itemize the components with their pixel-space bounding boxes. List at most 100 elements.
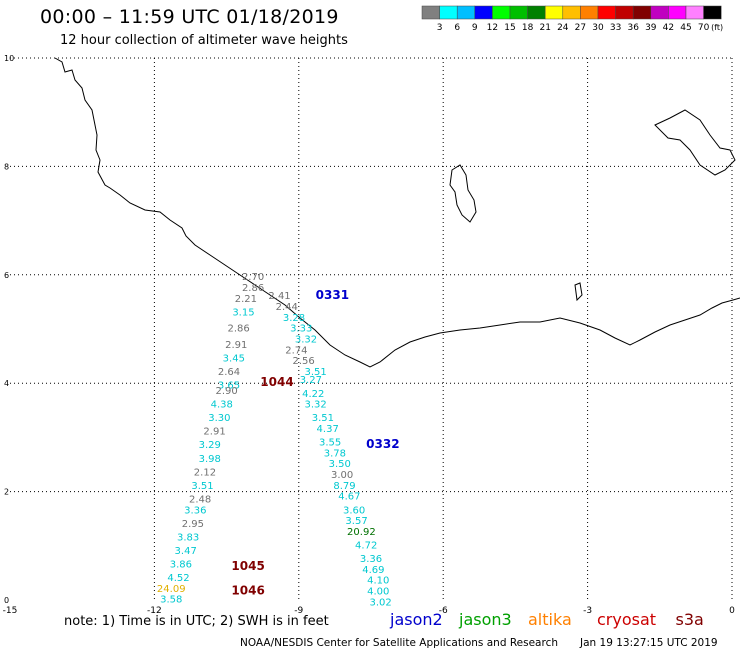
y-tick-label: 0 [4, 596, 9, 605]
swh-value: 4.52 [167, 573, 189, 584]
color-scale-label: 21 [539, 23, 550, 33]
swh-value: 3.98 [199, 454, 221, 465]
swh-value: 3.02 [369, 597, 391, 608]
color-scale-swatch [685, 5, 704, 20]
y-tick-label: 8 [4, 162, 9, 171]
color-scale-swatch [597, 5, 616, 20]
color-scale-swatch [492, 5, 511, 20]
swh-value: 3.58 [160, 595, 182, 606]
coastline-main [54, 57, 740, 368]
color-scale-label: 30 [592, 23, 604, 33]
swh-value: 4.00 [367, 587, 389, 598]
swh-value: 3.51 [305, 367, 327, 378]
swh-value: 3.78 [324, 448, 346, 459]
color-scale-label: 33 [610, 23, 621, 33]
swh-value: 4.72 [355, 541, 377, 552]
swh-value: 3.36 [360, 554, 382, 565]
grid-lines [10, 57, 733, 600]
y-tick-label: 2 [4, 488, 9, 497]
swh-value: 2.21 [235, 294, 257, 305]
color-scale-label: 27 [575, 23, 586, 33]
swh-value: 3.30 [208, 413, 230, 424]
swh-value: 3.57 [345, 516, 367, 527]
color-scale-swatch [703, 5, 722, 20]
swh-value: 2.90 [215, 386, 237, 397]
swh-value: 2.41 [268, 291, 290, 302]
swh-value: 2.48 [189, 494, 211, 505]
x-tick-label: 0 [729, 606, 735, 616]
swh-value: 3.32 [295, 335, 317, 346]
swh-value: 2.86 [242, 283, 264, 294]
y-tick-label: 6 [4, 271, 9, 280]
x-tick-label: -12 [147, 606, 162, 616]
color-scale-label: 18 [522, 23, 534, 33]
swh-value: 2.12 [194, 467, 216, 478]
color-scale-label: 45 [680, 23, 691, 33]
swh-value: 3.00 [331, 470, 353, 481]
satellite-jason2: jason2 [389, 610, 443, 629]
track-time-label: 1044 [260, 375, 293, 389]
swh-value: 2.91 [203, 427, 225, 438]
color-scale-swatch [474, 5, 493, 20]
color-scale-swatch [439, 5, 458, 20]
axis-ticks: -15 -12 -9 -6 -3 0 0 2 4 6 8 10 [3, 54, 735, 616]
swh-value: 3.55 [319, 438, 341, 449]
swh-value: 2.70 [242, 272, 264, 283]
color-scale-swatch [527, 5, 546, 20]
color-scale-label: 70 [698, 23, 710, 33]
swh-value: 3.60 [343, 505, 365, 516]
swh-value: 2.56 [292, 356, 314, 367]
color-scale-label: 12 [487, 23, 498, 33]
swh-value: 3.29 [199, 440, 221, 451]
swh-value: 3.51 [191, 481, 213, 492]
footer: note: 1) Time is in UTC; 2) SWH is in fe… [64, 610, 718, 649]
swh-value: 4.10 [367, 576, 389, 587]
color-scale-label: 42 [663, 23, 674, 33]
y-tick-label: 4 [4, 379, 9, 388]
chart-subtitle: 12 hour collection of altimeter wave hei… [60, 33, 348, 48]
footer-timestamp: Jan 19 13:27:15 UTC 2019 [579, 637, 718, 649]
color-scale-swatch [668, 5, 687, 20]
x-tick-label: -15 [3, 606, 18, 616]
swh-value: 24.09 [157, 584, 186, 595]
color-scale-swatch [615, 5, 634, 20]
y-tick-label: 10 [4, 54, 14, 63]
swh-value: 3.47 [175, 546, 197, 557]
x-tick-label: -9 [294, 606, 303, 616]
altimeter-values: 2.702.862.21 2.412.443.15 3.282.86 3.332.91… [157, 272, 392, 608]
color-scale-label: 15 [504, 23, 515, 33]
color-scale-swatch [562, 5, 581, 20]
satellite-s3a: s3a [676, 610, 704, 629]
track-labels: 0331 1044 0332 1045 1046 [231, 288, 399, 597]
swh-value: 3.83 [177, 532, 199, 543]
satellite-legend: jason2 jason3 altika cryosat s3a [389, 610, 704, 629]
coastline [54, 57, 740, 368]
color-scale-swatch [421, 5, 440, 20]
swh-value: 3.50 [329, 459, 351, 470]
x-tick-label: -3 [583, 606, 592, 616]
footer-note: note: 1) Time is in UTC; 2) SWH is in fe… [64, 614, 329, 629]
swh-value: 4.37 [317, 424, 339, 435]
track-time-label: 0332 [366, 437, 399, 451]
coastline-island-3 [574, 282, 583, 302]
swh-value: 3.36 [184, 505, 206, 516]
swh-value: 2.64 [218, 367, 240, 378]
swh-value: 2.44 [276, 302, 298, 313]
color-scale-label: 36 [627, 23, 639, 33]
track-time-label: 0331 [316, 288, 349, 302]
color-scale-label: 3 [437, 23, 443, 33]
satellite-jason3: jason3 [458, 610, 512, 629]
swh-value: 3.27 [300, 375, 322, 386]
satellite-cryosat: cryosat [597, 610, 656, 629]
swh-value: 20.92 [347, 527, 376, 538]
footer-credit: NOAA/NESDIS Center for Satellite Applica… [240, 637, 558, 649]
swh-value: 4.38 [211, 400, 233, 411]
swh-value: 4.67 [338, 492, 360, 503]
color-scale-swatch [580, 5, 599, 20]
color-scale-label: 39 [645, 23, 657, 33]
color-scale-label: 9 [472, 23, 478, 33]
swh-value: 4.22 [302, 389, 324, 400]
color-scale-legend: 3 6 9 12 15 18 21 24 27 30 33 36 39 42 45 70 (ft) [421, 5, 723, 33]
track-time-label: 1045 [231, 559, 264, 573]
